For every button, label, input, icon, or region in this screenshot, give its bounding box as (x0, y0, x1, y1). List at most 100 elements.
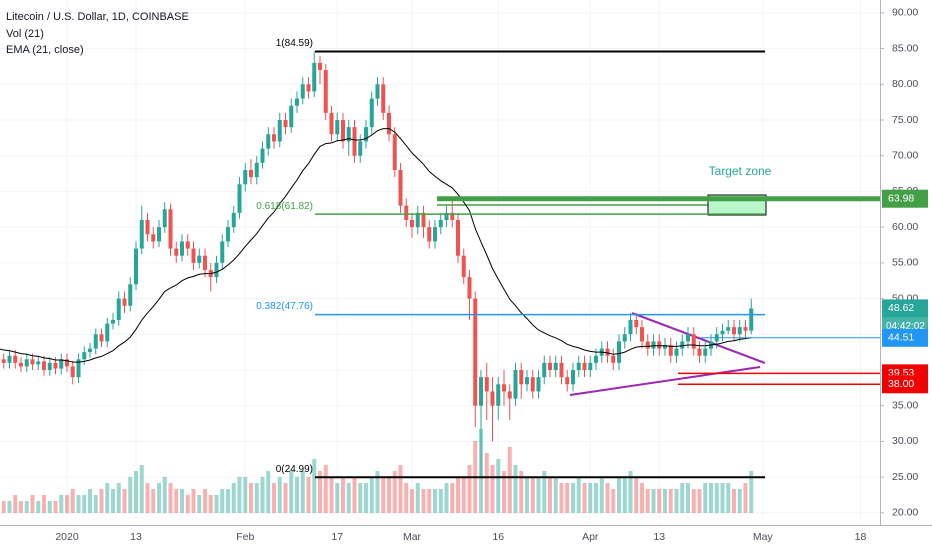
candle-body (732, 327, 736, 335)
volume-bar (122, 489, 127, 513)
candle-body (680, 341, 685, 349)
volume-bar (530, 477, 535, 513)
volume-bar (502, 471, 506, 513)
candle-body (559, 362, 564, 378)
candle-body (358, 141, 363, 156)
candle-body (536, 377, 541, 392)
y-tick-label: 60.00 (892, 221, 918, 233)
price-badge (882, 328, 928, 347)
volume-bar (525, 477, 529, 513)
candle-body (668, 345, 673, 356)
volume-bar (588, 483, 593, 513)
volume-pane (1, 429, 754, 513)
candle-body (415, 212, 420, 228)
candle-body (289, 105, 294, 128)
volume-bar (686, 483, 690, 513)
candle-body (65, 359, 69, 367)
volume-bar (306, 477, 311, 513)
x-tick-label: Mar (403, 531, 422, 543)
volume-bar (88, 489, 92, 513)
volume-bar (737, 489, 742, 513)
candle-body (329, 112, 334, 135)
volume-bar (680, 483, 685, 513)
volume-bar (266, 471, 271, 513)
volume-bar (19, 501, 23, 513)
trendline (569, 366, 761, 396)
levels: 1(84.59) 0.618(61.82) 0.382(47.76) 0(24.99) (256, 38, 880, 479)
volume-bar (450, 483, 455, 513)
volume-bar (65, 495, 69, 513)
volume-bar (559, 483, 564, 513)
candle-body (237, 184, 242, 213)
candle-body (674, 348, 679, 356)
volume-bar (714, 483, 719, 513)
candle-body (318, 62, 322, 70)
volume-bar (375, 471, 380, 513)
volume-bar (743, 483, 748, 513)
volume-bar (185, 495, 190, 513)
candle-body (398, 170, 403, 206)
volume-bar (542, 471, 547, 513)
candle-body (70, 366, 75, 378)
candle-body (122, 298, 127, 306)
volume-bar (496, 459, 501, 513)
x-tick-label: 13 (130, 531, 142, 543)
candle-body (214, 262, 219, 278)
price-badge-label: 44.51 (888, 332, 914, 344)
volume-bar (651, 489, 656, 513)
volume-bar (387, 477, 391, 513)
candle-body (30, 359, 35, 365)
candle-body (507, 391, 512, 399)
volume-bar (582, 483, 587, 513)
candle-body (191, 248, 196, 263)
y-tick-label: 80.00 (892, 78, 918, 90)
x-tick-label: 16 (492, 531, 504, 543)
candle-body (640, 327, 644, 342)
volume-bar (226, 489, 230, 513)
volume-bar (346, 483, 351, 513)
candle-body (312, 62, 317, 92)
candle-body (134, 248, 138, 285)
candle-body (628, 320, 633, 335)
volume-bar (13, 495, 18, 513)
volume-bar (427, 489, 432, 513)
fib-label: 1(84.59) (276, 38, 313, 49)
candle-body (139, 220, 144, 249)
candle-body (364, 127, 368, 142)
axes: 20.0025.0030.0035.0040.0045.0050.0055.00… (55, 7, 928, 543)
volume-bar (663, 489, 667, 513)
candle-body (496, 384, 501, 406)
y-tick-label: 20.00 (892, 507, 918, 519)
candle-body (346, 127, 351, 142)
volume-bar (617, 477, 621, 513)
volume-bar (329, 477, 334, 513)
volume-bar (398, 465, 403, 513)
candle-body (185, 241, 190, 249)
candle-body (335, 120, 340, 135)
volume-bar (289, 471, 294, 513)
volume-bar (369, 477, 374, 513)
candle-body (427, 227, 432, 242)
candle-body (82, 352, 87, 360)
candle-body (456, 220, 460, 256)
candle-body (341, 120, 345, 142)
candle-body (116, 298, 121, 320)
candle-body (260, 148, 265, 163)
volume-bar (208, 495, 213, 513)
volume-bar (605, 483, 610, 513)
volume-bar (404, 483, 409, 513)
candle-body (254, 162, 259, 178)
fib-label: 0.618(61.82) (256, 201, 313, 212)
volume-bar (318, 471, 322, 513)
candle-body (657, 341, 662, 349)
candle-body (749, 308, 754, 331)
volume-bar (191, 489, 196, 513)
candle-body (93, 334, 98, 349)
price-badge-label: 38.00 (888, 378, 914, 390)
candle-body (548, 362, 552, 370)
y-tick-label: 90.00 (892, 7, 918, 19)
volume-bar (467, 465, 472, 513)
countdown-label: 04:42:02 (886, 321, 925, 332)
volume-bar (364, 483, 368, 513)
